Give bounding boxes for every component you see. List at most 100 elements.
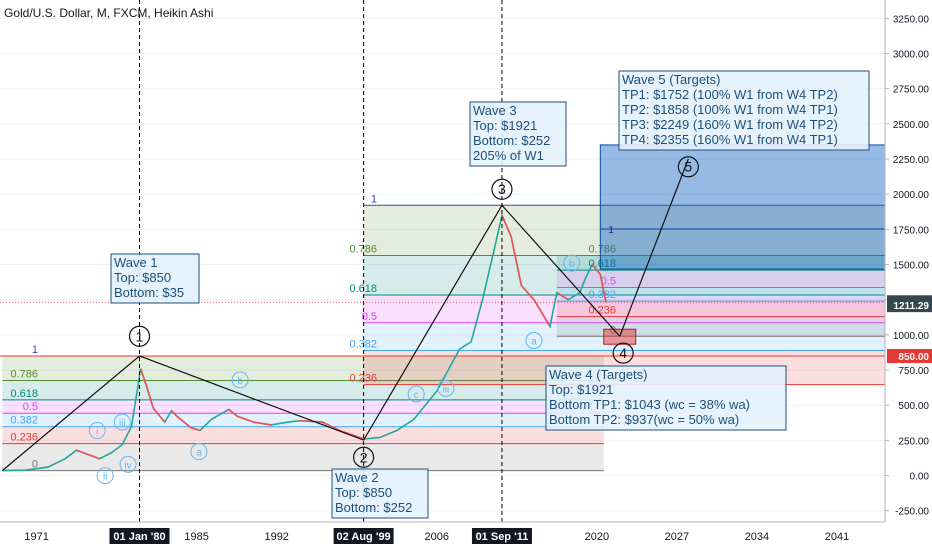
price-down-segment <box>556 291 569 301</box>
price-down-segment <box>591 264 601 275</box>
wave-leg <box>619 158 689 337</box>
wave5-annotation-line: TP4: $2355 (160% W1 from W4 TP1) <box>622 132 838 147</box>
wave-marker-label: 4 <box>619 345 627 361</box>
fib-right-zone <box>556 316 885 337</box>
x-tick-label: 2034 <box>745 531 769 543</box>
wave1-annotation-line: Bottom: $35 <box>114 285 184 300</box>
wave5-annotation-line: TP2: $1858 (100% W1 from W4 TP1) <box>622 102 838 117</box>
x-highlight-badge <box>109 528 170 544</box>
sub-wave-marker <box>190 443 208 461</box>
wave-marker <box>128 325 151 347</box>
y-tick-label: 1750.00 <box>893 225 930 236</box>
x-tick-label: 1992 <box>264 531 288 543</box>
wave4-annotation-box <box>545 365 787 431</box>
wave4-target-zone <box>603 328 637 345</box>
sub-wave-marker <box>525 331 543 349</box>
wave-marker <box>491 178 513 200</box>
price-down-segment <box>501 214 512 237</box>
x-highlight-label: 02 Aug '99 <box>337 531 391 543</box>
y-tick-label: 2750.00 <box>893 85 930 96</box>
chart-title: Gold/U.S. Dollar, M, FXCM, Heikin Ashi <box>4 6 213 20</box>
x-tick-label: 2006 <box>425 531 449 543</box>
x-highlight-label: 01 Sep '11 <box>476 531 529 543</box>
wave4-annotation-line: Bottom TP1: $1043 (wc = 38% wa) <box>549 397 750 412</box>
sub-wave-marker <box>231 371 249 389</box>
price-down-segment <box>339 429 364 440</box>
x-tick-label: 1985 <box>184 531 208 543</box>
wave-marker <box>612 342 634 364</box>
sub-wave-label: iv <box>124 460 131 471</box>
y-tick-label: 750.00 <box>898 366 929 377</box>
y-tick-label: 1500.00 <box>893 261 930 272</box>
fib-left-level-label: 0 <box>32 459 38 471</box>
price-down-segment <box>299 419 323 423</box>
fib-left-level-label: 0.5 <box>23 401 38 413</box>
price-badge <box>887 298 932 313</box>
fib-mid-level-label: 0.786 <box>349 244 377 256</box>
y-tick-label: -250.00 <box>895 507 929 518</box>
y-tick-label: 2000.00 <box>893 190 930 201</box>
fib-right-level-label: 0.236 <box>588 305 616 317</box>
target-ratio-label: 1 <box>608 225 614 236</box>
wave5-annotation-line: TP3: $2249 (160% W1 from W4 TP2) <box>622 117 838 132</box>
wave5-annotation-box <box>618 70 870 151</box>
wave5-annotation-line: TP1: $1752 (100% W1 from W4 TP2) <box>622 87 838 102</box>
sub-wave-label: a <box>531 336 537 347</box>
x-highlight-badge <box>333 528 394 544</box>
price-down-segment <box>139 368 148 386</box>
x-highlight-label: 01 Jan '80 <box>113 531 165 543</box>
sub-wave-marker <box>96 467 114 485</box>
price-badge-label: 850.00 <box>898 352 929 363</box>
fib-mid-zone <box>363 295 886 323</box>
y-tick-label: 1000.00 <box>893 331 930 342</box>
sub-wave-label: a <box>196 448 202 459</box>
wave-marker-label: 5 <box>684 159 692 175</box>
wave5-annotation-line: Wave 5 (Targets) <box>622 72 721 87</box>
price-down-segment <box>253 421 272 426</box>
wave-leg <box>139 355 364 441</box>
wave-leg <box>501 204 621 337</box>
price-down-segment <box>170 410 178 418</box>
x-tick-label: 1971 <box>24 531 48 543</box>
y-tick-label: 2250.00 <box>893 155 930 166</box>
fib-right-zone <box>556 270 885 288</box>
fib-left-level-label: 0.786 <box>10 368 38 380</box>
sub-wave-marker <box>113 413 131 431</box>
wave-marker-label: 3 <box>498 181 506 197</box>
sub-wave-label: ii <box>103 472 107 483</box>
fib-right-zone <box>556 287 885 302</box>
wave-marker <box>677 156 699 178</box>
sub-wave-label: c <box>414 390 419 401</box>
x-tick-label: 2020 <box>585 531 609 543</box>
price-down-segment <box>510 236 523 286</box>
fib-left-level-label: 1 <box>32 344 38 356</box>
sub-wave-marker <box>437 379 455 397</box>
fib-left-level-label: 0.618 <box>10 388 38 400</box>
price-down-segment <box>322 421 340 432</box>
fib-right-zone <box>556 255 885 271</box>
price-down-segment <box>152 407 166 423</box>
fib-left-zone <box>2 443 604 471</box>
price-down-segment <box>190 426 201 432</box>
price-down-segment <box>145 385 154 409</box>
y-tick-label: 3250.00 <box>893 14 930 25</box>
wave3-annotation-line: 205% of W1 <box>473 148 544 163</box>
wave2-annotation-line: Wave 2 <box>335 470 379 485</box>
y-tick-label: 0.00 <box>910 472 930 483</box>
price-badge-label: 1211.29 <box>893 301 929 312</box>
wave4-annotation-line: Wave 4 (Targets) <box>549 367 648 382</box>
wave3-annotation-line: Wave 3 <box>473 103 517 118</box>
price-down-segment <box>237 415 255 423</box>
fib-left-zone <box>2 426 604 444</box>
sub-wave-marker <box>563 254 581 272</box>
fib-mid-level-label: 0.5 <box>362 311 377 323</box>
y-tick-label: 2500.00 <box>893 120 930 131</box>
wave3-annotation-line: Bottom: $252 <box>473 133 550 148</box>
wave4-annotation-line: Bottom TP2: $937(wc = 50% wa) <box>549 412 739 427</box>
wave1-annotation-line: Top: $850 <box>114 270 171 285</box>
fib-left-zone <box>2 355 604 381</box>
price-down-segment <box>228 408 239 418</box>
wave1-annotation-line: Wave 1 <box>114 255 158 270</box>
price-down-segment <box>87 453 100 460</box>
y-tick-label: 500.00 <box>898 401 929 412</box>
